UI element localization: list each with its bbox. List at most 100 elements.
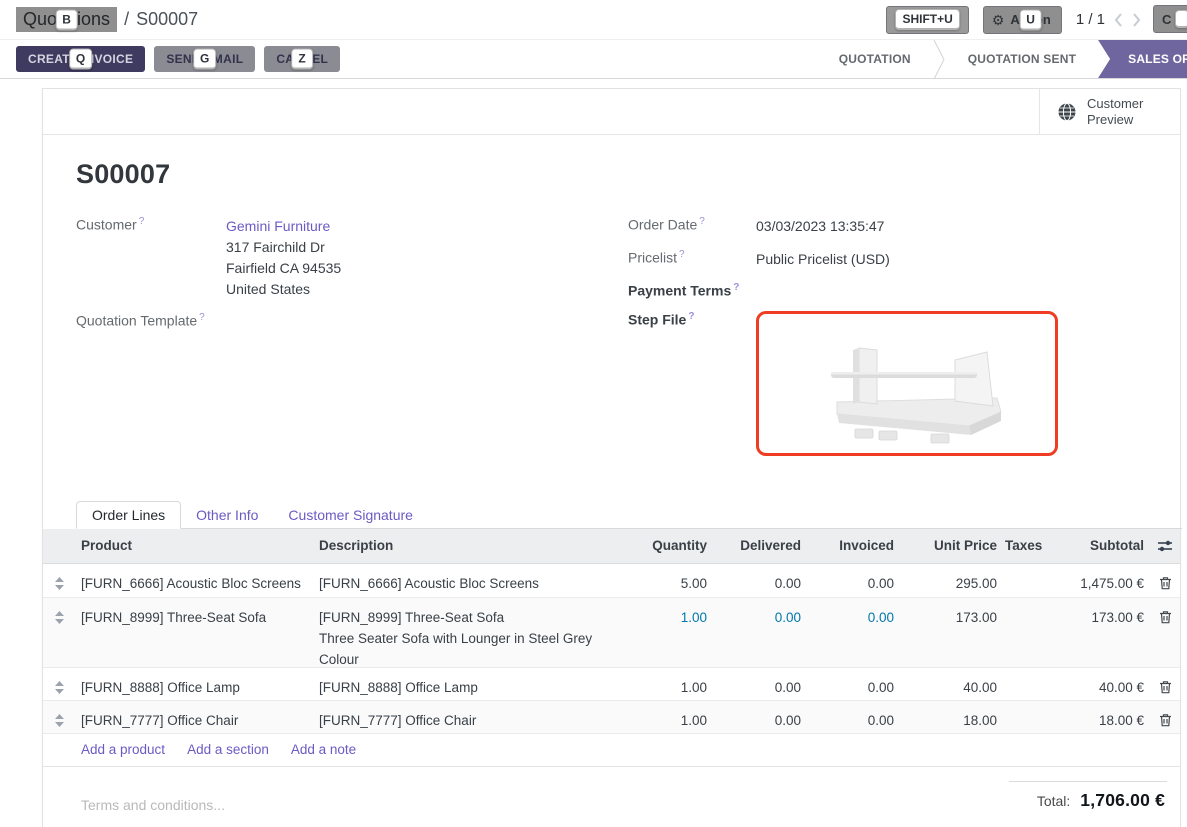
step-file-image-highlight[interactable] — [756, 310, 1058, 456]
top-navbar: Quotations B / S00007 SHIFT+U ⚙ Action U… — [0, 0, 1187, 40]
column-header-quantity[interactable]: Quantity — [652, 538, 707, 554]
column-header-taxes[interactable]: Taxes — [1005, 538, 1043, 554]
cell-description[interactable]: [FURN_8888] Office Lamp — [319, 679, 478, 695]
drag-handle[interactable] — [43, 598, 76, 624]
send-email-button[interactable]: SEND EMAIL G — [154, 46, 256, 72]
tab-order-lines[interactable]: Order Lines — [76, 500, 182, 529]
breadcrumb-record: S00007 — [136, 9, 199, 29]
field-grid: Customer? Gemini Furniture 317 Fairchild… — [76, 216, 1180, 468]
column-header-delivered[interactable]: Delivered — [740, 538, 801, 554]
total-value: 1,706.00 € — [1080, 789, 1165, 810]
cell-invoiced[interactable]: 0.00 — [867, 679, 894, 695]
drag-handle-icon — [55, 713, 64, 727]
cell-quantity[interactable]: 1.00 — [680, 679, 707, 695]
drag-handle[interactable] — [43, 701, 76, 727]
add-a-note-link[interactable]: Add a note — [290, 741, 357, 757]
cell-taxes[interactable] — [1001, 668, 1041, 677]
order-date-value[interactable]: 03/03/2023 13:35:47 — [756, 218, 885, 234]
cell-description[interactable]: [FURN_6666] Acoustic Bloc Screens — [319, 575, 539, 591]
edge-button-label: C — [1162, 11, 1172, 27]
cell-quantity[interactable]: 1.00 — [680, 609, 707, 625]
stage-quotation[interactable]: QUOTATION — [816, 40, 933, 78]
cell-quantity[interactable]: 1.00 — [680, 712, 707, 728]
cell-unit-price[interactable]: 173.00 — [955, 609, 997, 625]
customer-preview-label: Customer Preview — [1087, 95, 1144, 127]
cell-invoiced[interactable]: 0.00 — [867, 575, 894, 591]
cell-product[interactable]: [FURN_7777] Office Chair — [81, 712, 239, 728]
stage-sales-order[interactable]: SALES ORDER — [1098, 40, 1187, 78]
cell-delivered[interactable]: 0.00 — [774, 712, 801, 728]
cell-delivered[interactable]: 0.00 — [774, 609, 801, 625]
add-a-section-link[interactable]: Add a section — [187, 741, 269, 757]
tab-other-info[interactable]: Other Info — [196, 506, 259, 523]
cell-unit-price[interactable]: 18.00 — [963, 712, 997, 728]
column-header-description[interactable]: Description — [319, 538, 394, 554]
create-invoice-button[interactable]: CREATE INVOICE Q — [16, 46, 146, 72]
drag-handle-icon — [55, 610, 64, 624]
field-label-pricelist: Pricelist? — [628, 249, 685, 266]
delete-row-button[interactable] — [1148, 598, 1182, 624]
cell-unit-price[interactable]: 295.00 — [955, 575, 997, 591]
drag-handle[interactable] — [43, 564, 76, 590]
delete-row-button[interactable] — [1148, 668, 1182, 694]
record-title[interactable]: S00007 — [76, 159, 171, 189]
edge-clipped-button[interactable]: C — [1153, 5, 1187, 33]
stage-pipeline: QUOTATION QUOTATION SENT SALES ORDER — [816, 40, 1187, 79]
drag-handle[interactable] — [43, 668, 76, 694]
cell-subtotal: 173.00 € — [1091, 609, 1144, 625]
customer-link[interactable]: Gemini Furniture — [226, 218, 331, 234]
help-icon: ? — [199, 312, 205, 323]
topbar-right-controls: SHIFT+U ⚙ Action U 1 / 1 — [886, 5, 1187, 34]
cancel-button[interactable]: CANCEL Z — [264, 46, 341, 72]
table-row[interactable]: [FURN_7777] Office Chair [FURN_7777] Off… — [43, 700, 1182, 734]
trash-icon — [1159, 713, 1171, 726]
terms-and-conditions-input[interactable]: Terms and conditions... — [81, 796, 225, 813]
column-header-invoiced[interactable]: Invoiced — [839, 538, 894, 554]
breadcrumb: Quotations B / S00007 — [16, 7, 198, 32]
pager-next-icon[interactable] — [1132, 12, 1141, 27]
cell-product[interactable]: [FURN_6666] Acoustic Bloc Screens — [81, 575, 301, 591]
cell-description[interactable]: [FURN_8999] Three-Seat Sofa Three Seater… — [319, 609, 593, 667]
cell-unit-price[interactable]: 40.00 — [963, 679, 997, 695]
delete-row-button[interactable] — [1148, 564, 1182, 590]
cell-product[interactable]: [FURN_8999] Three-Seat Sofa — [81, 609, 267, 625]
table-row[interactable]: [FURN_8888] Office Lamp [FURN_8888] Offi… — [43, 668, 1180, 701]
shortcut-overlay-button[interactable]: SHIFT+U — [886, 5, 969, 34]
delete-row-button[interactable] — [1148, 701, 1182, 727]
table-row[interactable]: [FURN_6666] Acoustic Bloc Screens [FURN_… — [43, 564, 1180, 598]
stage-quotation-sent[interactable]: QUOTATION SENT — [945, 40, 1099, 78]
gear-icon: ⚙ — [991, 11, 1005, 28]
sliders-icon — [1158, 540, 1172, 551]
cell-product[interactable]: [FURN_8888] Office Lamp — [81, 679, 240, 695]
table-row[interactable]: [FURN_8999] Three-Seat Sofa [FURN_8999] … — [43, 597, 1182, 668]
notebook-tabs: Order Lines Other Info Customer Signatur… — [76, 499, 1182, 529]
cell-taxes[interactable] — [1001, 564, 1041, 573]
cell-subtotal: 1,475.00 € — [1080, 575, 1144, 591]
help-icon: ? — [679, 249, 685, 260]
breadcrumb-app-link[interactable]: Quotations B — [16, 7, 118, 32]
cell-invoiced[interactable]: 0.00 — [867, 712, 894, 728]
column-header-unit-price[interactable]: Unit Price — [933, 538, 997, 554]
cell-subtotal: 18.00 € — [1098, 712, 1144, 728]
pager-previous-icon[interactable] — [1114, 12, 1123, 27]
pricelist-value[interactable]: Public Pricelist (USD) — [756, 251, 890, 267]
cell-taxes[interactable] — [1001, 701, 1041, 710]
add-a-product-link[interactable]: Add a product — [81, 741, 166, 757]
column-header-product[interactable]: Product — [81, 538, 133, 554]
action-menu-button[interactable]: ⚙ Action U — [982, 5, 1062, 34]
field-label-quotation-template: Quotation Template? — [76, 312, 205, 329]
column-header-subtotal[interactable]: Subtotal — [1090, 538, 1144, 554]
cell-taxes[interactable] — [1001, 598, 1041, 607]
shortcut-badge-cancel: Z — [291, 48, 314, 70]
cell-description[interactable]: [FURN_7777] Office Chair — [319, 712, 477, 728]
cell-delivered[interactable]: 0.00 — [774, 679, 801, 695]
customer-preview-button[interactable]: Customer Preview — [1039, 89, 1180, 134]
cell-delivered[interactable]: 0.00 — [774, 575, 801, 591]
tab-customer-signature[interactable]: Customer Signature — [288, 506, 413, 523]
cell-quantity[interactable]: 5.00 — [680, 575, 707, 591]
drag-handle-icon — [55, 680, 64, 694]
shortcut-badge-breadcrumb: B — [55, 9, 78, 30]
optional-columns-button[interactable] — [1148, 539, 1182, 553]
field-customer: Customer? Gemini Furniture 317 Fairchild… — [76, 216, 628, 300]
cell-invoiced[interactable]: 0.00 — [867, 609, 894, 625]
